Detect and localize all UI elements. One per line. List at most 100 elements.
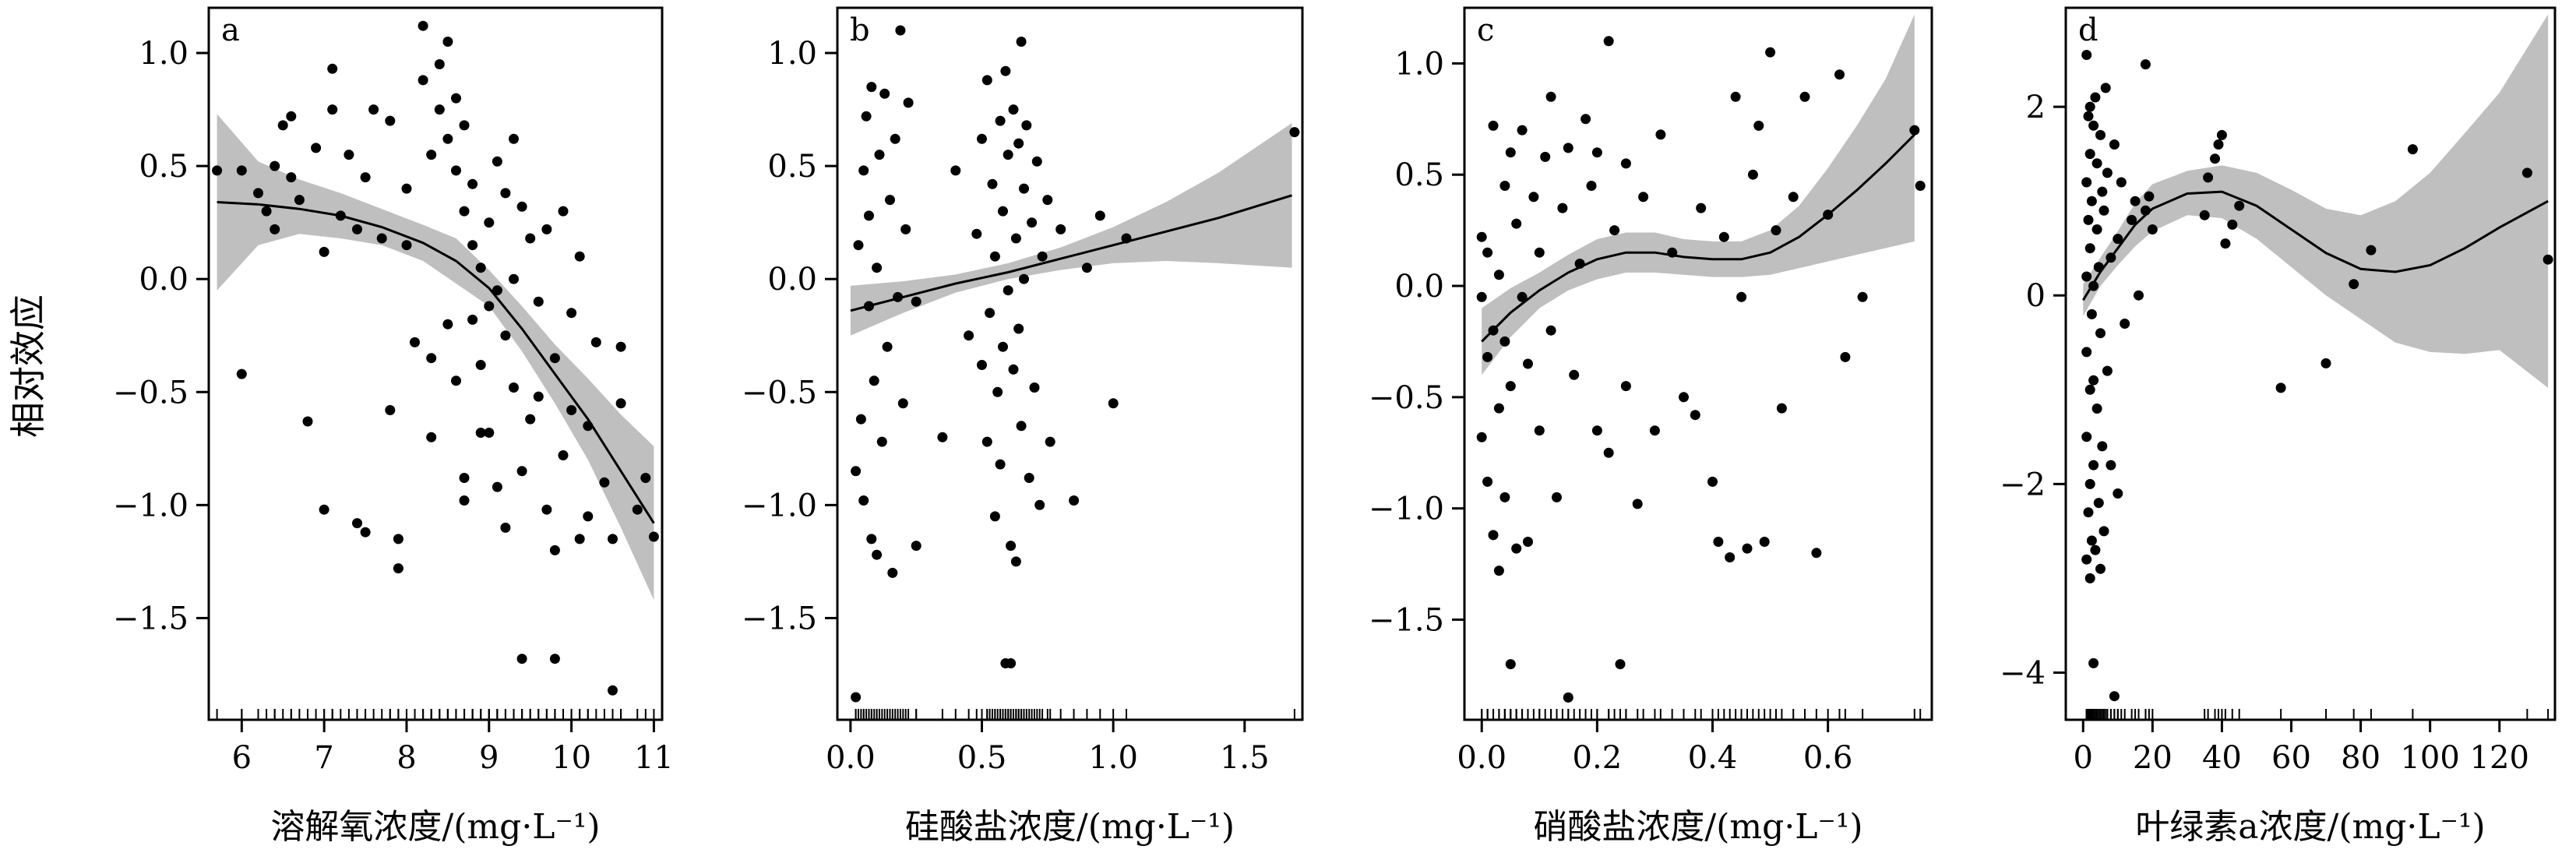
data-point: [442, 319, 453, 330]
data-point: [442, 37, 453, 47]
data-point: [541, 504, 552, 515]
x-tick-label: 1.5: [1220, 740, 1270, 776]
data-point: [879, 88, 890, 99]
data-point: [352, 224, 362, 234]
data-point: [1488, 530, 1499, 541]
data-point: [327, 104, 338, 115]
data-point: [866, 82, 877, 93]
data-point: [1505, 659, 1516, 670]
data-point: [541, 224, 552, 234]
scatter-points: [1476, 36, 1926, 703]
data-point: [467, 178, 478, 189]
data-point: [885, 195, 895, 206]
data-point: [1771, 225, 1781, 236]
data-point: [475, 360, 486, 370]
data-point: [989, 251, 1000, 262]
data-point: [1857, 291, 1868, 302]
data-point: [1482, 476, 1493, 487]
data-point: [2199, 210, 2210, 220]
data-point: [964, 330, 974, 341]
data-point: [1569, 369, 1580, 380]
panel-d: 0 20 40 60 80 100 120 −4 −2 0 2 d 叶绿素a浓度/(mg·L⁻¹): [2000, 6, 2557, 847]
data-point: [869, 375, 879, 386]
data-point: [2088, 120, 2099, 131]
data-point: [2109, 139, 2120, 150]
data-point: [992, 386, 1003, 397]
rug-ticks: [2085, 709, 2550, 720]
data-point: [2113, 488, 2123, 499]
data-point: [1840, 351, 1851, 362]
data-point: [2102, 365, 2113, 376]
data-point: [2095, 328, 2106, 339]
data-point: [1915, 181, 1926, 191]
data-point: [442, 133, 453, 144]
data-point: [459, 120, 470, 131]
data-point: [1010, 233, 1021, 244]
data-point: [2084, 478, 2095, 489]
data-point: [418, 20, 428, 31]
y-tick-label: 1.0: [767, 36, 817, 72]
data-point: [1517, 291, 1528, 302]
data-point: [393, 563, 403, 574]
data-point: [385, 115, 396, 126]
data-point: [2091, 404, 2102, 414]
data-point: [583, 511, 594, 522]
x-tick-label: 0.5: [957, 740, 1007, 776]
data-point: [212, 165, 223, 176]
data-point: [2095, 563, 2106, 574]
data-point: [294, 195, 305, 206]
data-point: [1006, 541, 1017, 552]
x-axis-label: 溶解氧浓度/(mg·L⁻¹): [270, 807, 600, 847]
data-point: [459, 206, 470, 217]
data-point: [434, 59, 445, 69]
data-point: [2088, 375, 2099, 386]
data-point: [1003, 150, 1013, 160]
data-point: [648, 531, 659, 542]
data-point: [1609, 225, 1620, 236]
data-point: [1591, 425, 1602, 436]
data-point: [344, 150, 354, 160]
data-point: [864, 210, 874, 221]
data-point: [1523, 537, 1533, 547]
data-point: [911, 541, 922, 552]
data-point: [533, 391, 544, 402]
data-point: [566, 405, 577, 415]
y-tick-label: −4: [2000, 655, 2046, 691]
shared-y-axis-label: 相对效应: [7, 294, 49, 438]
data-point: [640, 473, 651, 483]
data-point: [484, 301, 495, 312]
data-point: [1505, 147, 1516, 158]
data-point: [977, 360, 987, 370]
y-tick-label: 0: [2026, 278, 2046, 314]
data-point: [981, 75, 992, 86]
data-point: [1730, 91, 1741, 102]
data-point: [549, 353, 560, 364]
x-tick-label: 0.0: [1457, 740, 1506, 776]
data-point: [549, 654, 560, 664]
data-point: [890, 133, 900, 144]
data-point: [977, 133, 987, 144]
data-point: [1493, 566, 1504, 576]
x-tick-label: 8: [396, 740, 416, 776]
data-point: [1523, 358, 1533, 369]
data-point: [459, 473, 470, 483]
x-tick-label: 0: [2074, 740, 2093, 776]
data-point: [1045, 436, 1055, 447]
y-tick-label: 0.0: [767, 262, 817, 298]
data-point: [426, 150, 437, 160]
rug-ticks: [216, 709, 655, 720]
data-point: [2093, 498, 2104, 509]
data-point: [277, 120, 288, 131]
y-tick-label: −1.0: [113, 488, 189, 523]
data-point: [1019, 183, 1029, 194]
data-point: [1055, 224, 1066, 234]
data-point: [451, 375, 461, 386]
data-point: [410, 337, 420, 347]
data-point: [401, 240, 412, 251]
x-tick-label: 0.0: [826, 740, 876, 776]
data-point: [566, 308, 577, 319]
data-point: [1476, 231, 1487, 242]
data-point: [516, 654, 527, 664]
data-point: [855, 414, 866, 425]
data-point: [2407, 144, 2418, 155]
